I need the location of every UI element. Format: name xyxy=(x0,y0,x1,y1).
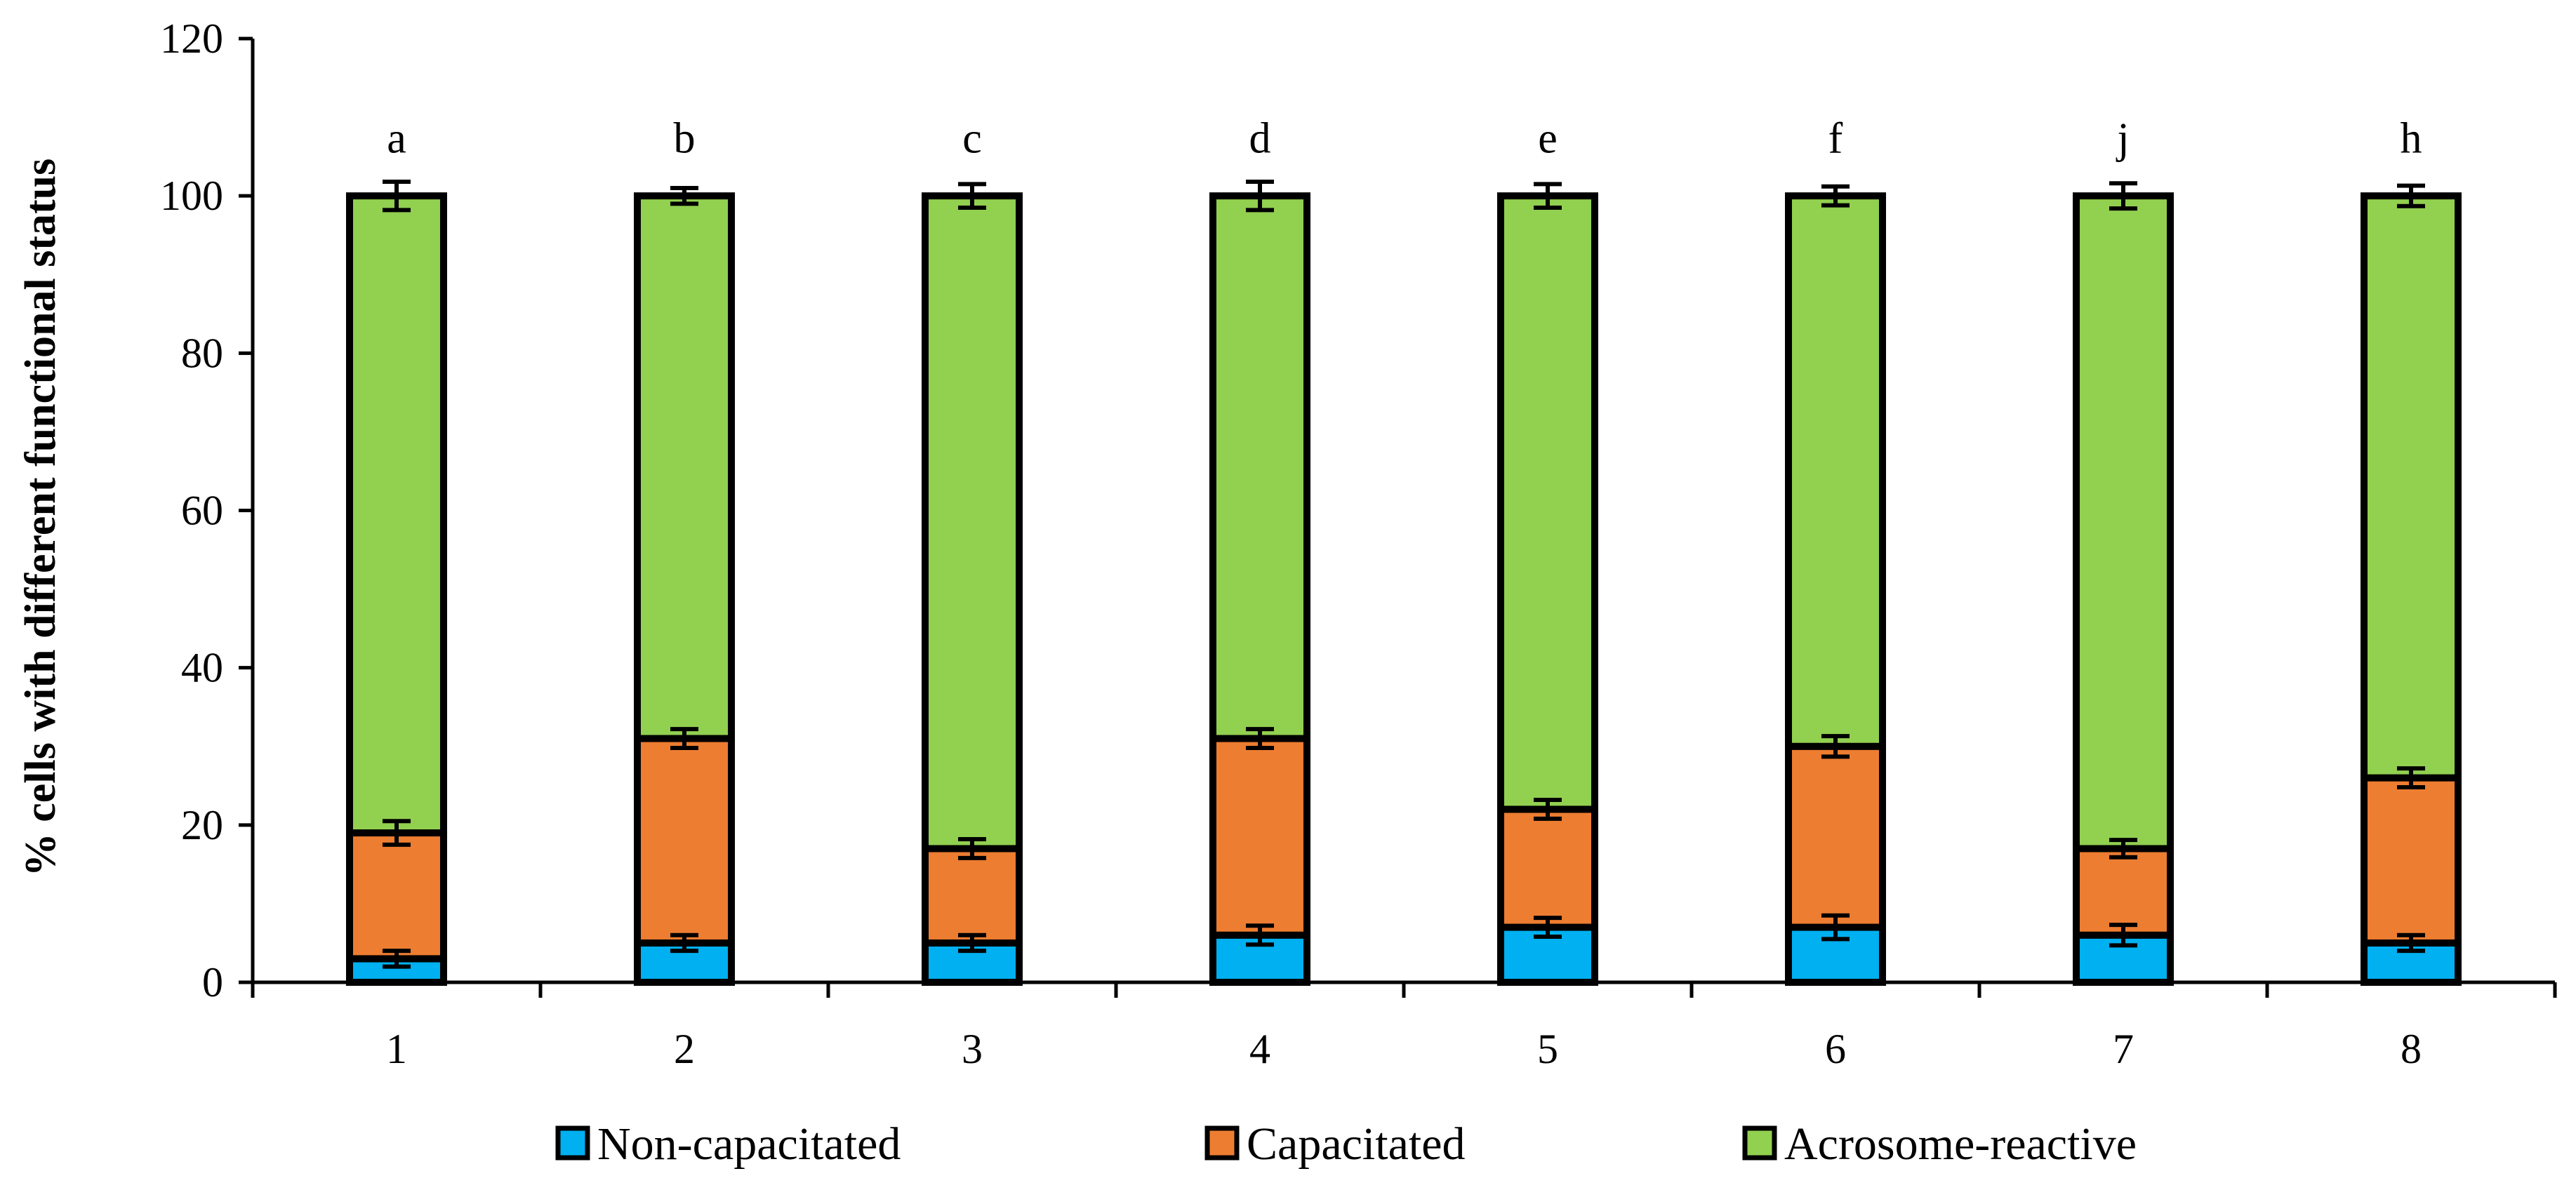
significance-letter-7: j xyxy=(2116,115,2129,163)
bar-acrosome-reactive-5 xyxy=(1497,192,1598,813)
labels-layer: a b c d e f j h 0 20 40 60 80 100 120 1 2 3 4 5 6 7 8 % cells w… xyxy=(17,15,2422,1072)
y-tick-label-40: 40 xyxy=(181,645,223,691)
bar-capacitated-8 xyxy=(2361,774,2462,947)
y-tick-label-20: 20 xyxy=(181,802,223,848)
bar-acrosome-reactive-3 xyxy=(922,192,1023,853)
x-tick-label-5: 5 xyxy=(1537,1026,1558,1072)
error-bar-non-capacitated-6 xyxy=(1821,913,1850,942)
error-bar-non-capacitated-7 xyxy=(2109,923,2137,948)
error-bar-non-capacitated-5 xyxy=(1534,916,1562,939)
bar-non-capacitated-6 xyxy=(1785,923,1886,986)
x-tick-label-1: 1 xyxy=(386,1026,407,1072)
error-bar-non-capacitated-3 xyxy=(958,932,986,954)
error-bar-acrosome-reactive-1 xyxy=(383,179,411,213)
legend: Non-capacitated Capacitated Acrosome-react… xyxy=(555,1118,2137,1170)
x-tick-label-7: 7 xyxy=(2113,1026,2134,1072)
bar-acrosome-reactive-8 xyxy=(2361,192,2462,782)
error-bar-capacitated-7 xyxy=(2109,838,2137,860)
bar-capacitated-3 xyxy=(922,845,1023,947)
error-bar-non-capacitated-4 xyxy=(1246,923,1274,947)
y-tick-label-60: 60 xyxy=(181,488,223,534)
error-bar-capacitated-6 xyxy=(1821,734,1850,759)
error-bar-acrosome-reactive-2 xyxy=(670,185,698,206)
error-bar-capacitated-3 xyxy=(958,837,986,860)
axes-layer xyxy=(239,36,2557,998)
y-tick-label-100: 100 xyxy=(160,173,223,219)
error-bar-non-capacitated-1 xyxy=(383,949,411,969)
error-bar-capacitated-8 xyxy=(2397,766,2425,790)
error-bar-acrosome-reactive-5 xyxy=(1534,182,1562,210)
bars-layer xyxy=(346,179,2462,987)
significance-letter-5: e xyxy=(1538,115,1558,163)
legend-item-non-capacitated: Non-capacitated xyxy=(555,1118,901,1170)
error-bar-acrosome-reactive-4 xyxy=(1246,179,1274,213)
y-tick-label-80: 80 xyxy=(181,330,223,376)
y-tick-label-0: 0 xyxy=(202,959,223,1005)
legend-swatch-non-capacitated xyxy=(555,1125,590,1161)
bar-capacitated-7 xyxy=(2073,845,2174,939)
error-bar-acrosome-reactive-8 xyxy=(2397,183,2425,208)
significance-letter-6: f xyxy=(1828,115,1843,163)
legend-item-acrosome-reactive: Acrosome-reactive xyxy=(1742,1118,2137,1170)
legend-swatch-acrosome-reactive xyxy=(1742,1125,1777,1161)
error-bar-non-capacitated-2 xyxy=(670,932,698,954)
legend-label-non-capacitated: Non-capacitated xyxy=(597,1118,901,1170)
significance-letter-3: c xyxy=(962,115,982,163)
legend-item-capacitated: Capacitated xyxy=(1204,1118,1466,1170)
error-bar-capacitated-4 xyxy=(1246,727,1274,750)
legend-label-acrosome-reactive: Acrosome-reactive xyxy=(1784,1118,2137,1170)
x-tick-label-2: 2 xyxy=(674,1026,695,1072)
error-bar-acrosome-reactive-7 xyxy=(2109,181,2137,211)
bar-capacitated-5 xyxy=(1497,805,1598,931)
x-tick-label-4: 4 xyxy=(1249,1026,1270,1072)
x-tick-label-3: 3 xyxy=(962,1026,983,1072)
significance-letter-8: h xyxy=(2401,115,2422,163)
y-axis-label: % cells with different functional status xyxy=(17,159,65,877)
bar-acrosome-reactive-1 xyxy=(346,192,447,837)
bar-acrosome-reactive-2 xyxy=(634,192,735,742)
legend-swatch-capacitated xyxy=(1204,1125,1240,1161)
significance-letter-2: b xyxy=(674,115,696,163)
significance-letter-1: a xyxy=(387,115,406,163)
bar-capacitated-1 xyxy=(346,829,447,963)
bar-capacitated-2 xyxy=(634,735,735,947)
x-tick-label-6: 6 xyxy=(1825,1026,1846,1072)
bar-acrosome-reactive-6 xyxy=(1785,192,1886,750)
significance-letter-4: d xyxy=(1249,115,1271,163)
error-bar-capacitated-2 xyxy=(670,727,698,750)
x-tick-label-8: 8 xyxy=(2401,1026,2422,1072)
bar-acrosome-reactive-4 xyxy=(1209,192,1310,742)
error-bar-capacitated-1 xyxy=(383,819,411,847)
legend-label-capacitated: Capacitated xyxy=(1247,1118,1466,1170)
error-bar-capacitated-5 xyxy=(1534,797,1562,821)
y-tick-label-120: 120 xyxy=(160,15,223,62)
bar-capacitated-6 xyxy=(1785,742,1886,931)
error-bar-acrosome-reactive-3 xyxy=(958,182,986,210)
error-bar-non-capacitated-8 xyxy=(2397,932,2425,954)
bar-acrosome-reactive-7 xyxy=(2073,192,2174,853)
bar-capacitated-4 xyxy=(1209,735,1310,939)
error-bar-acrosome-reactive-6 xyxy=(1821,184,1850,208)
